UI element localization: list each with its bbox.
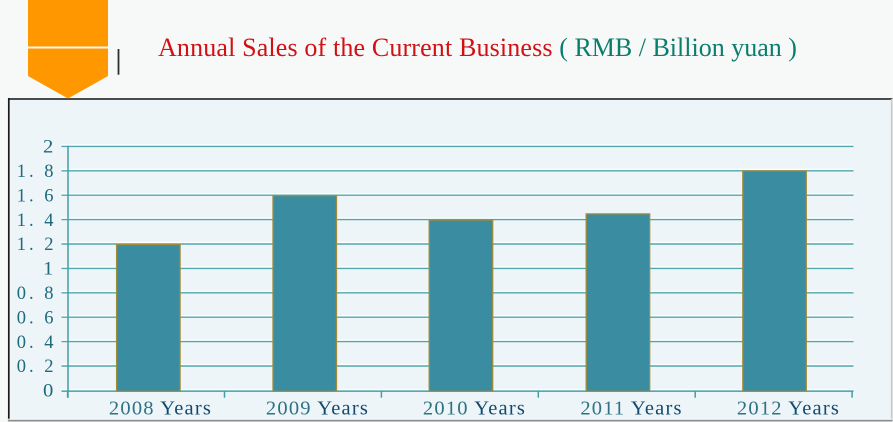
svg-text:2009 Years: 2009 Years: [266, 398, 369, 420]
svg-text:1. 8: 1. 8: [17, 162, 57, 182]
svg-text:0. 6: 0. 6: [17, 308, 57, 328]
svg-text:Annual Sales of the Current Bu: Annual Sales of the Current Business ( R…: [158, 33, 797, 62]
svg-text:0. 2: 0. 2: [17, 357, 57, 377]
svg-text:1. 2: 1. 2: [17, 235, 57, 255]
svg-text:2011 Years: 2011 Years: [580, 398, 682, 420]
svg-text:2008 Years: 2008 Years: [109, 398, 212, 420]
svg-text:2010 Years: 2010 Years: [423, 398, 526, 420]
svg-text:1. 4: 1. 4: [17, 211, 57, 231]
svg-text:0. 8: 0. 8: [17, 284, 57, 304]
svg-text:2: 2: [43, 138, 53, 158]
svg-text:1. 6: 1. 6: [17, 186, 57, 206]
svg-text:0: 0: [43, 382, 53, 402]
svg-text:1: 1: [43, 260, 53, 280]
svg-text:0. 4: 0. 4: [17, 333, 57, 353]
svg-text:2012 Years: 2012 Years: [737, 398, 840, 420]
